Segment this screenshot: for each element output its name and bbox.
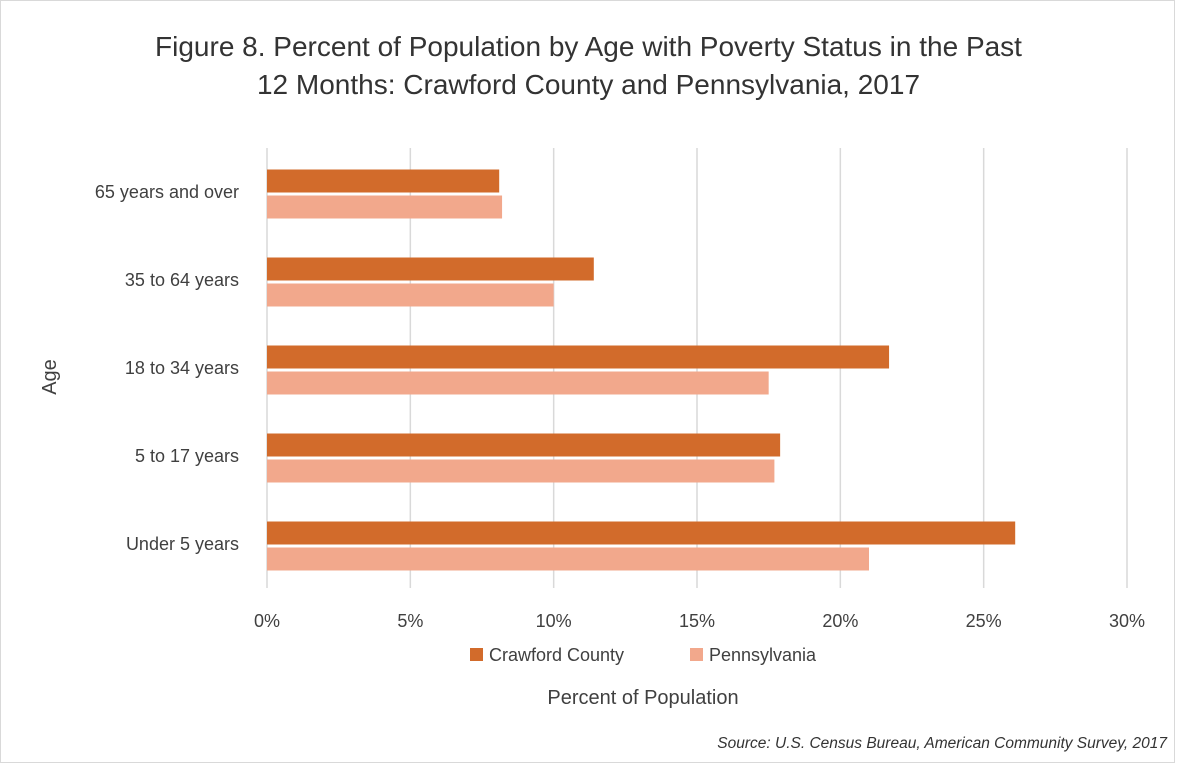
y-axis-label: Age [39, 359, 61, 395]
category-label: Under 5 years [126, 534, 239, 554]
x-tick-labels: 0% 5% 10% 15% 20% 25% 30% [254, 611, 1145, 631]
legend-swatch [470, 648, 483, 661]
bar-crawford-county [267, 433, 781, 457]
chart-title-line-1: Figure 8. Percent of Population by Age w… [155, 31, 1022, 62]
x-tick-label: 10% [536, 611, 572, 631]
x-axis-label: Percent of Population [547, 687, 738, 709]
bar-pennsylvania [267, 371, 769, 395]
x-tick-label: 30% [1109, 611, 1145, 631]
bar-crawford-county [267, 169, 500, 193]
bar-pennsylvania [267, 195, 503, 219]
bar-pennsylvania [267, 283, 554, 307]
bar-crawford-county [267, 521, 1016, 545]
legend-swatch [690, 648, 703, 661]
legend-label: Crawford County [489, 645, 624, 665]
chart-title-line-2: 12 Months: Crawford County and Pennsylva… [256, 69, 921, 100]
bar-pennsylvania [267, 459, 775, 483]
category-label: 5 to 17 years [135, 446, 239, 466]
x-tick-label: 20% [822, 611, 858, 631]
x-tick-label: 0% [254, 611, 280, 631]
category-label: 18 to 34 years [125, 358, 239, 378]
category-label: 35 to 64 years [125, 270, 239, 290]
bar-crawford-county [267, 257, 594, 281]
bar-crawford-county [267, 345, 890, 369]
x-tick-label: 15% [679, 611, 715, 631]
source-note: Source: U.S. Census Bureau, American Com… [717, 735, 1167, 752]
x-tick-label: 5% [397, 611, 423, 631]
bars [267, 169, 1016, 571]
bar-pennsylvania [267, 547, 869, 571]
legend-label: Pennsylvania [709, 645, 817, 665]
category-label: 65 years and over [95, 182, 239, 202]
category-labels: 65 years and over 35 to 64 years 18 to 34 … [95, 182, 239, 554]
legend: Crawford County Pennsylvania [470, 645, 817, 665]
x-tick-label: 25% [966, 611, 1002, 631]
